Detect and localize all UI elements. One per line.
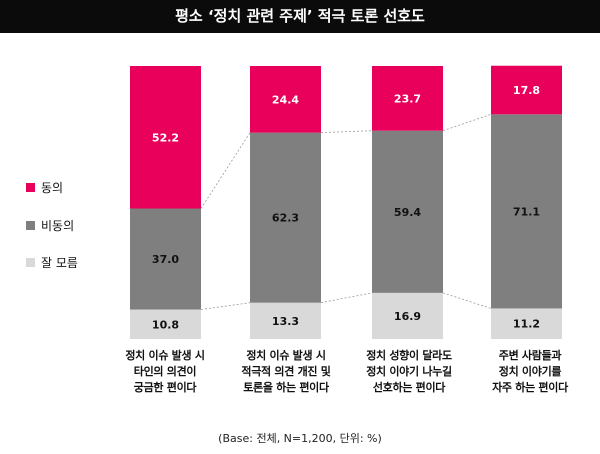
legend-label-disagree: 비동의 xyxy=(41,218,75,233)
connector-line-2-2 xyxy=(320,130,373,134)
category-label-1: 정치 이슈 발생 시 타인의 의견이 궁금한 편이다 xyxy=(125,349,205,394)
category-label-4: 주변 사람들과 정치 이야기를 자주 하는 편이다 xyxy=(492,349,568,394)
title-bar xyxy=(0,0,600,33)
bar-segment-agree-1 xyxy=(130,66,201,209)
connector-line-3-1 xyxy=(442,292,492,309)
data-label-disagree-1: 37.0 xyxy=(152,253,179,266)
data-label-agree-4: 17.8 xyxy=(513,84,540,97)
data-label-disagree-4: 71.1 xyxy=(513,205,540,218)
legend-item-agree: 동의 xyxy=(26,179,63,195)
data-label-dont-know-2: 13.3 xyxy=(272,315,299,328)
chart-title: 평소 ‘정치 관련 주제’ 적극 토론 선호도 xyxy=(175,7,425,25)
bar-segment-dont-know-3 xyxy=(372,292,443,339)
bar-segment-disagree-3 xyxy=(372,130,443,293)
bar-segment-dont-know-4 xyxy=(491,308,562,339)
bar-segment-disagree-1 xyxy=(130,208,201,310)
data-label-agree-1: 52.2 xyxy=(152,131,179,144)
legend-swatch-disagree xyxy=(26,220,35,230)
connector-line-1-2 xyxy=(200,132,251,209)
legend-label-agree: 동의 xyxy=(41,180,64,195)
bar-segment-agree-4 xyxy=(491,65,562,115)
bar-segment-disagree-2 xyxy=(250,132,321,303)
legend-item-disagree: 비동의 xyxy=(26,217,74,233)
category-label-2: 정치 이슈 발생 시 적극적 의견 개진 및 토론을 하는 편이다 xyxy=(241,349,331,394)
legend-label-dont-know: 잘 모름 xyxy=(41,255,78,270)
category-label-3: 정치 성향이 달라도 정치 이야기 나누길 선호하는 편이다 xyxy=(366,349,452,394)
data-label-disagree-2: 62.3 xyxy=(272,212,299,225)
connector-line-2-1 xyxy=(320,292,373,304)
bar-segment-dont-know-2 xyxy=(250,302,321,339)
legend-item-dont-know: 잘 모름 xyxy=(26,254,78,270)
data-label-agree-3: 23.7 xyxy=(394,92,421,105)
legend-swatch-dont-know xyxy=(26,257,35,267)
bar-segment-dont-know-1 xyxy=(130,309,201,339)
bar-segment-agree-3 xyxy=(372,66,443,131)
data-label-agree-2: 24.4 xyxy=(272,93,299,106)
connector-line-3-2 xyxy=(442,113,492,132)
footnote: (Base: 전체, N=1,200, 단위: %) xyxy=(218,432,382,445)
legend-swatch-agree xyxy=(26,182,35,192)
data-label-disagree-3: 59.4 xyxy=(394,206,421,219)
bar-segment-agree-2 xyxy=(250,66,321,133)
connector-line-1-1 xyxy=(200,302,251,310)
data-label-dont-know-3: 16.9 xyxy=(394,310,421,323)
data-label-dont-know-4: 11.2 xyxy=(513,318,540,331)
data-label-dont-know-1: 10.8 xyxy=(152,318,179,331)
bar-segment-disagree-4 xyxy=(491,114,562,309)
